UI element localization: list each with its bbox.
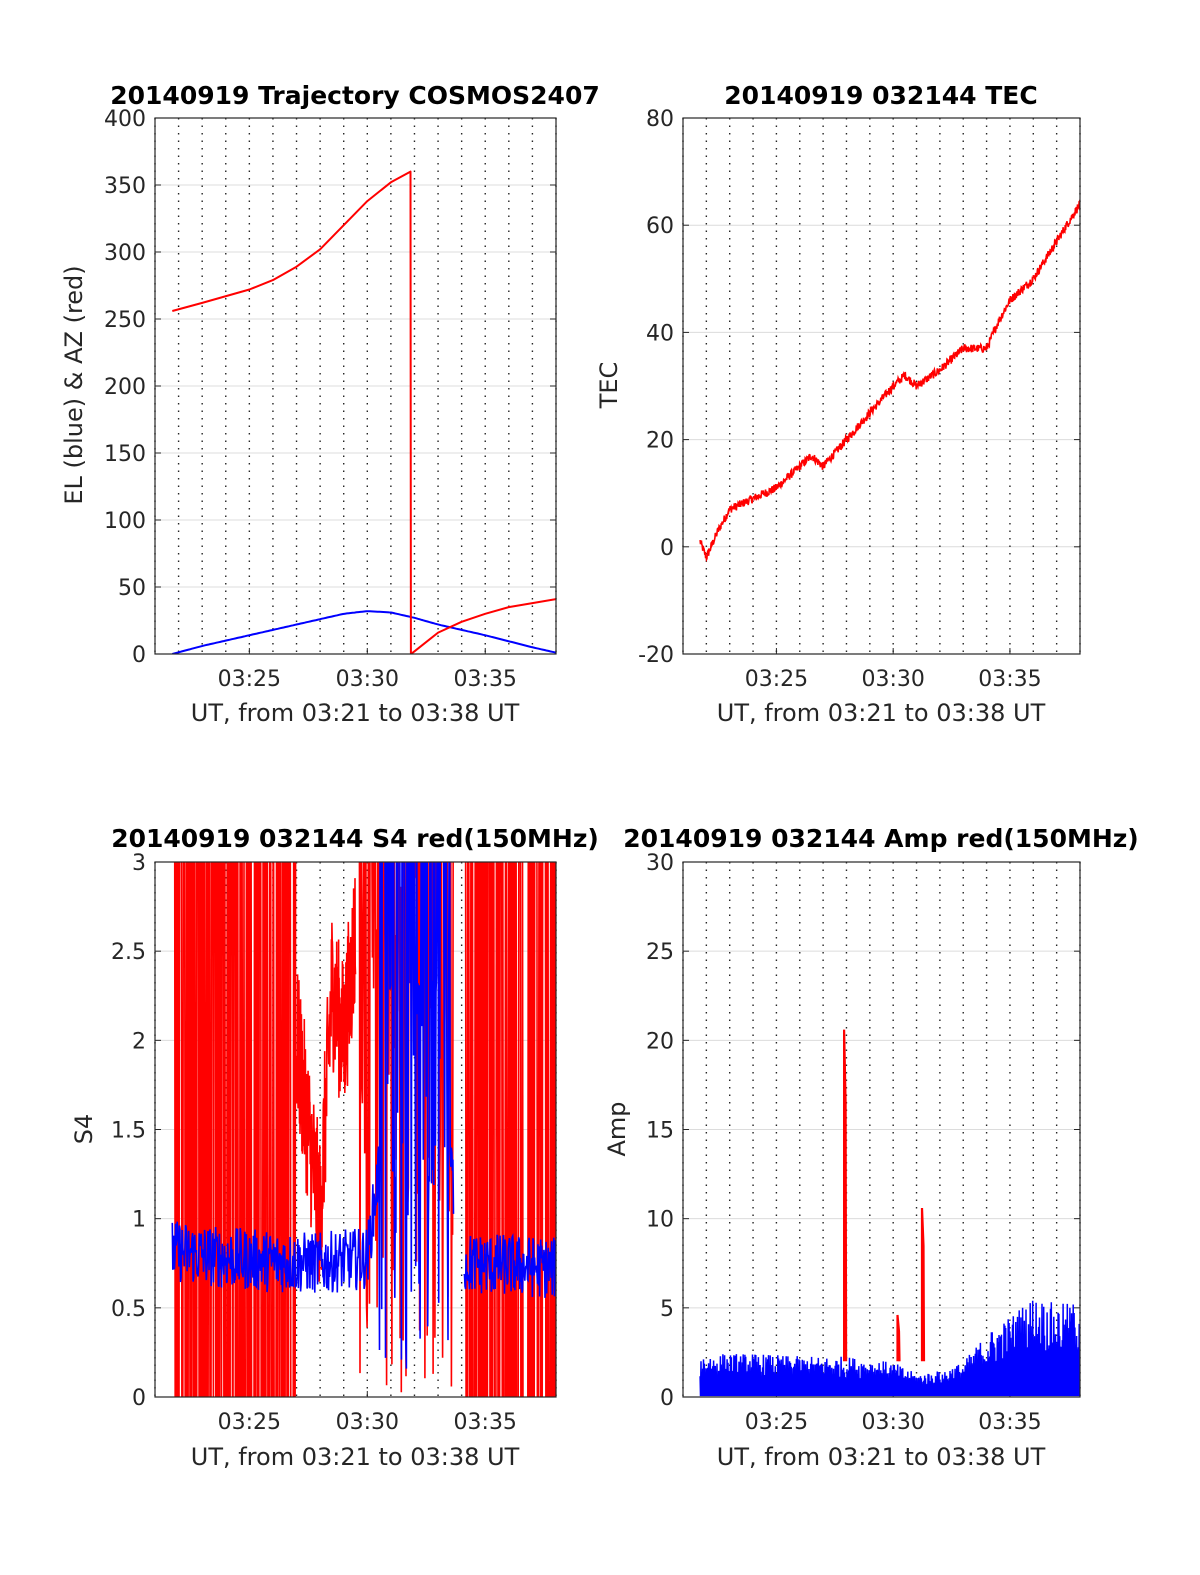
y-tick-label: 5 [660,1297,674,1322]
y-tick-label: 0 [132,1386,146,1411]
series-group [699,1029,1080,1397]
y-tick-label: 0.5 [111,1297,146,1322]
y-tick-label: 250 [104,308,146,333]
plot-tec: -20 0 20 40 60 80 03:25 03:30 03:35 [638,107,1081,692]
y-tick-label: -20 [638,643,674,668]
y-tick-label: 30 [646,851,674,876]
x-tick-label: 03:25 [218,667,281,692]
panel-trajectory: 20140919 Trajectory COSMOS2407 0 50 100 150… [60,81,600,727]
y-tick-label: 300 [104,241,146,266]
series-line-az [172,170,556,654]
ylabel-amp: Amp [603,1101,631,1156]
series-group [171,862,556,1397]
y-tick-label: 0 [660,1386,674,1411]
y-tick-label: 150 [104,442,146,467]
amp-spike [896,1314,901,1362]
y-tick-label: 0 [660,536,674,561]
series-line-s4-red-mid [295,878,357,1282]
y-tick-label: 2 [132,1029,146,1054]
y-tick-label: 20 [646,1029,674,1054]
panel-amp: 20140919 032144 Amp red(150MHz) 0 5 10 15 20… [603,824,1139,1471]
xlabel-amp: UT, from 03:21 to 03:38 UT [717,1443,1046,1471]
y-tick-label: 50 [118,576,146,601]
x-tick-label: 03:30 [336,1410,399,1435]
y-tick-label: 60 [646,214,674,239]
xlabel-s4: UT, from 03:21 to 03:38 UT [191,1443,520,1471]
y-tick-label: 350 [104,174,146,199]
x-tick-label: 03:25 [745,667,808,692]
axes-frame [154,861,557,1398]
panel-s4: 20140919 032144 S4 red(150MHz) 0 0.5 1 1.5 2… [70,824,599,1471]
y-tick-label: 10 [646,1208,674,1233]
y-tick-label: 3 [132,851,146,876]
axes-frame [154,117,557,655]
series-line-s4-red [173,862,297,1397]
y-tick-label: 0 [132,643,146,668]
ylabel-tec: TEC [595,362,623,410]
x-tick-label: 03:30 [336,667,399,692]
x-tick-label: 03:30 [861,667,924,692]
series-group [172,170,556,654]
xlabel-tec: UT, from 03:21 to 03:38 UT [717,699,1046,727]
amp-spike [920,1207,926,1362]
series-line-amp [699,1300,1080,1397]
plot-s4: 0 0.5 1 1.5 2 2.5 3 03:25 03:30 03:35 [111,851,557,1435]
plot-amp: 0 5 10 15 20 25 30 03:25 03:30 03:35 [646,851,1081,1435]
y-tick-label: 25 [646,940,674,965]
x-tick-label: 03:35 [454,667,517,692]
series-line-s4-blue [171,862,556,1369]
y-tick-label: 1.5 [111,1119,146,1144]
y-tick-label: 200 [104,375,146,400]
series-line-s4-red-late [464,862,556,1397]
x-tick-label: 03:35 [978,1410,1041,1435]
title-trajectory: 20140919 Trajectory COSMOS2407 [110,81,600,110]
y-tick-label: 80 [646,107,674,132]
y-tick-label: 2.5 [111,940,146,965]
y-tick-label: 15 [646,1119,674,1144]
x-tick-label: 03:25 [218,1410,281,1435]
x-tick-label: 03:35 [978,667,1041,692]
y-tick-label: 1 [132,1208,146,1233]
series-group [699,199,1080,563]
axes-frame [682,861,1081,1398]
x-tick-label: 03:30 [861,1410,924,1435]
title-tec: 20140919 032144 TEC [724,81,1037,110]
title-amp: 20140919 032144 Amp red(150MHz) [623,824,1139,853]
title-s4: 20140919 032144 S4 red(150MHz) [111,824,599,853]
x-tick-label: 03:35 [454,1410,517,1435]
panel-tec: 20140919 032144 TEC -20 0 20 40 60 80 03:25 03:… [595,81,1081,727]
series-line-tec [699,199,1080,563]
plot-trajectory: 0 50 100 150 200 250 300 350 400 03:25 03:30 03:35 [104,107,557,692]
x-tick-label: 03:25 [745,1410,808,1435]
series-line-el [172,610,556,654]
y-tick-label: 40 [646,321,674,346]
y-tick-label: 20 [646,429,674,454]
xlabel-trajectory: UT, from 03:21 to 03:38 UT [191,699,520,727]
y-tick-label: 400 [104,107,146,132]
ylabel-trajectory: EL (blue) & AZ (red) [60,265,88,504]
amp-spike [843,1029,848,1362]
ylabel-s4: S4 [70,1114,98,1145]
axes-frame [682,117,1081,655]
y-tick-label: 100 [104,509,146,534]
